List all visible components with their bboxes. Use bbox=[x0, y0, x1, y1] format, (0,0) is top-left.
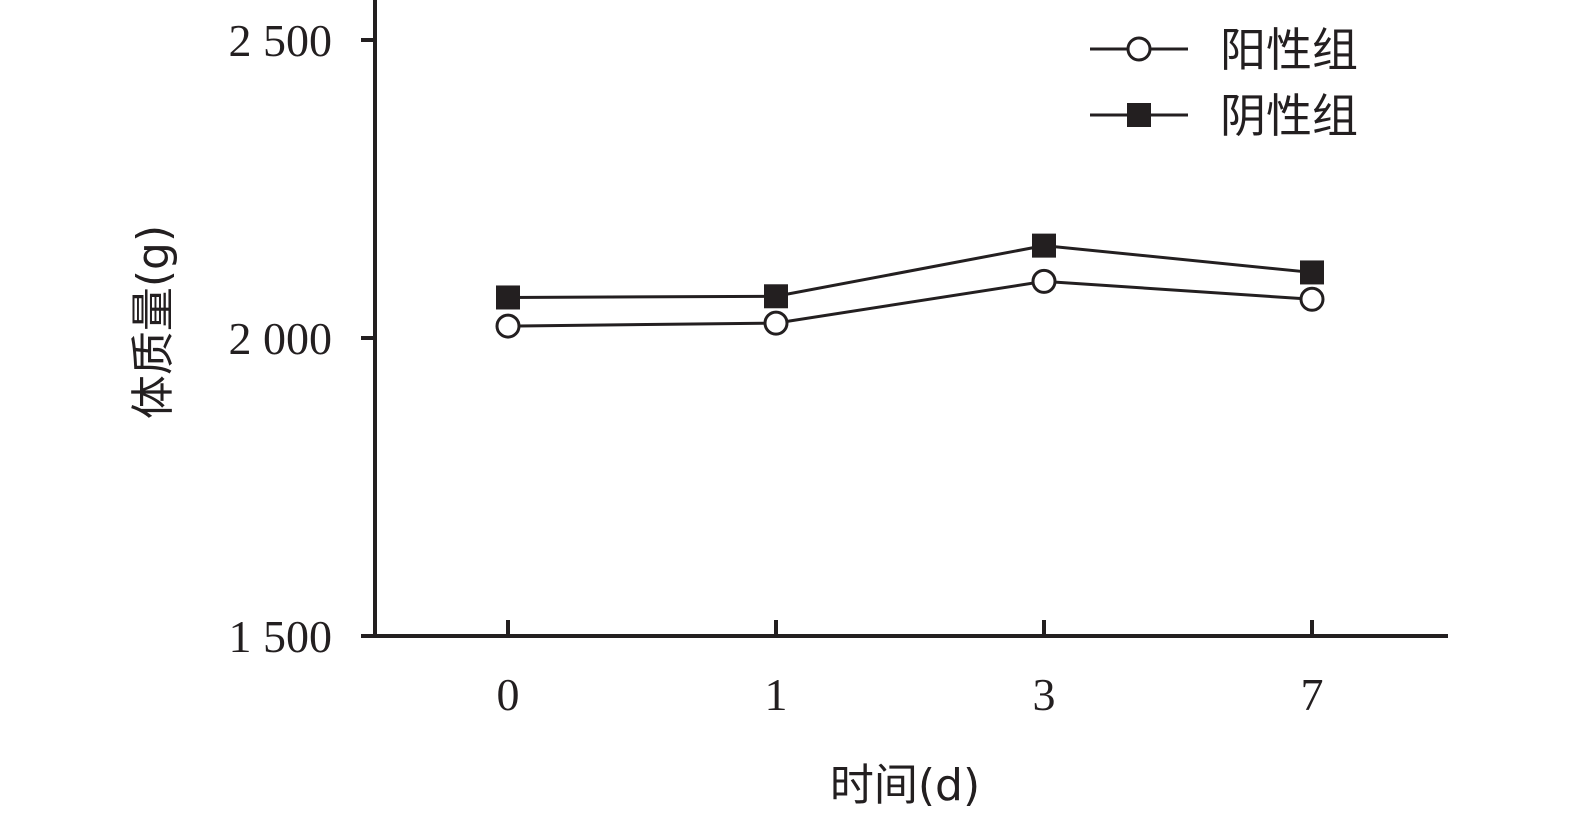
series-layer bbox=[495, 233, 1325, 339]
x-axis-title: 时间(d) bbox=[830, 760, 980, 811]
x-tick-label: 1 bbox=[765, 669, 788, 720]
y-tick-label: 1 500 bbox=[229, 611, 333, 662]
data-point-open-circle bbox=[495, 313, 521, 339]
data-point-filled-square bbox=[1300, 260, 1324, 285]
series-line-1 bbox=[507, 244, 1313, 299]
x-tick-label: 7 bbox=[1301, 669, 1324, 720]
legend-label-positive: 阳性组 bbox=[1220, 23, 1358, 77]
legend-marker-negative bbox=[1127, 103, 1151, 127]
data-point-open-circle bbox=[1031, 268, 1057, 294]
x-tick-label: 0 bbox=[497, 669, 520, 720]
data-point-open-circle bbox=[1299, 286, 1325, 312]
data-point-filled-square bbox=[1032, 233, 1056, 258]
legend-marker-positive bbox=[1126, 36, 1152, 62]
y-axis-title: 体质量(g) bbox=[128, 225, 179, 419]
data-point-filled-square bbox=[496, 285, 520, 310]
series-line-0 bbox=[507, 279, 1313, 328]
y-tick-label: 2 500 bbox=[229, 15, 333, 66]
x-tick-label: 3 bbox=[1033, 669, 1056, 720]
data-point-open-circle bbox=[763, 310, 789, 336]
legend-label-negative: 阴性组 bbox=[1220, 89, 1358, 143]
y-axis-ticks: 1 500 2 000 2 500 bbox=[229, 15, 375, 662]
data-point-filled-square bbox=[764, 284, 788, 309]
legend: 阳性组 阴性组 bbox=[1090, 23, 1358, 143]
y-tick-label: 2 000 bbox=[229, 313, 333, 364]
x-axis-ticks: 0 1 3 7 bbox=[497, 620, 1324, 720]
